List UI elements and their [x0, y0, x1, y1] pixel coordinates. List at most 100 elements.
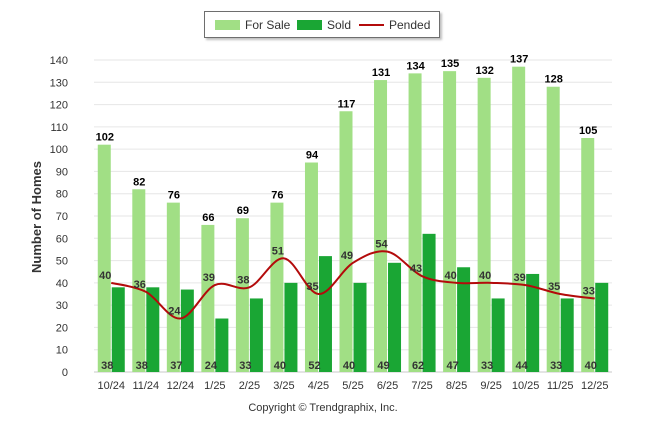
y-tick-label: 50 — [56, 256, 68, 268]
x-tick-label: 10/24 — [98, 380, 126, 392]
x-tick-label: 7/25 — [411, 380, 432, 392]
data-label-for-sale: 82 — [133, 176, 145, 188]
data-label-pended: 39 — [514, 272, 526, 284]
x-tick-label: 8/25 — [446, 380, 467, 392]
x-tick-label: 9/25 — [480, 380, 501, 392]
gridlines — [94, 59, 612, 373]
bar-sold — [388, 262, 402, 372]
data-label-for-sale: 134 — [406, 60, 425, 72]
bar-for-sale — [477, 77, 491, 372]
x-tick-label: 11/25 — [547, 380, 574, 392]
y-tick-label: 80 — [56, 189, 68, 201]
x-tick-label: 6/25 — [377, 380, 398, 392]
data-label-sold: 47 — [446, 360, 458, 372]
y-tick-label: 140 — [50, 55, 68, 67]
bar-for-sale — [443, 71, 457, 373]
legend-item-for-sale[interactable]: For Sale — [215, 18, 290, 32]
data-label-for-sale: 135 — [441, 58, 459, 70]
data-label-sold: 38 — [101, 360, 113, 372]
y-tick-label: 30 — [56, 300, 68, 312]
y-tick-label: 10 — [56, 345, 68, 357]
bar-for-sale — [132, 189, 146, 372]
data-label-for-sale: 131 — [372, 67, 390, 79]
x-tick-label: 12/25 — [581, 380, 609, 392]
bar-sold — [215, 318, 229, 372]
data-label-pended: 33 — [583, 285, 595, 297]
data-label-for-sale: 137 — [510, 54, 528, 66]
y-tick-label: 70 — [56, 211, 68, 223]
data-label-for-sale: 76 — [168, 190, 180, 202]
data-label-pended: 40 — [99, 270, 111, 282]
data-label-pended: 38 — [237, 274, 249, 286]
bar-for-sale — [235, 218, 249, 372]
legend-item-pended[interactable]: Pended — [359, 18, 430, 32]
data-label-for-sale: 117 — [338, 98, 356, 110]
bar-for-sale — [546, 86, 560, 372]
bar-sold — [353, 282, 367, 372]
bar-sold — [595, 282, 609, 372]
data-label-pended: 40 — [479, 270, 491, 282]
y-tick-label: 0 — [62, 367, 68, 379]
legend-label-pended: Pended — [389, 18, 431, 32]
data-label-sold: 33 — [239, 360, 251, 372]
x-tick-label: 10/25 — [512, 380, 540, 392]
bar-sold — [318, 256, 332, 372]
data-label-for-sale: 132 — [475, 65, 493, 77]
x-tick-label: 4/25 — [308, 380, 329, 392]
bar-sold — [491, 298, 505, 372]
y-axis-label: Number of Homes — [29, 161, 44, 273]
data-label-sold: 44 — [516, 360, 529, 372]
pended-line-icon — [359, 24, 384, 26]
legend: For Sale Sold Pended — [204, 11, 440, 38]
data-labels: 102 38 82 38 76 37 66 24 69 33 76 40 94 52 117 40 131 49 1… — [96, 54, 598, 372]
data-label-for-sale: 76 — [271, 190, 283, 202]
legend-item-sold[interactable]: Sold — [297, 18, 351, 32]
for-sale-swatch-icon — [215, 20, 240, 30]
bar-for-sale — [339, 111, 353, 372]
data-label-for-sale: 66 — [202, 212, 214, 224]
bar-for-sale — [408, 73, 422, 372]
data-label-for-sale: 69 — [237, 205, 249, 217]
data-label-for-sale: 128 — [545, 74, 563, 86]
x-tick-label: 3/25 — [273, 380, 294, 392]
bar-for-sale — [304, 162, 318, 372]
bar-sold — [422, 233, 436, 372]
bar-for-sale — [512, 66, 526, 372]
data-label-sold: 40 — [343, 360, 355, 372]
bars — [97, 66, 609, 373]
data-label-for-sale: 105 — [579, 125, 597, 137]
data-label-sold: 33 — [550, 360, 562, 372]
bar-sold — [560, 298, 574, 372]
copyright-footer: Copyright © Trendgraphix, Inc. — [248, 402, 398, 414]
data-label-for-sale: 102 — [96, 132, 114, 144]
data-label-sold: 52 — [308, 360, 320, 372]
bar-sold — [526, 273, 540, 372]
bar-sold — [457, 267, 471, 372]
data-label-sold: 38 — [136, 360, 148, 372]
bar-sold — [111, 287, 125, 372]
data-label-pended: 35 — [548, 281, 560, 293]
data-label-sold: 37 — [170, 360, 182, 372]
y-tick-label: 60 — [56, 233, 68, 245]
x-tick-label: 11/24 — [132, 380, 159, 392]
data-label-sold: 40 — [585, 360, 597, 372]
data-label-pended: 39 — [203, 272, 215, 284]
data-label-for-sale: 94 — [306, 150, 319, 162]
bar-sold — [180, 289, 194, 372]
y-axis-ticks: 0 10 20 30 40 50 60 70 80 90 100 110 120 130 140 — [50, 55, 68, 379]
data-label-sold: 62 — [412, 360, 424, 372]
y-tick-label: 110 — [50, 122, 68, 134]
pended-line-group — [111, 250, 595, 320]
data-label-pended: 54 — [375, 239, 388, 251]
bar-sold — [284, 282, 298, 372]
bar-for-sale — [374, 80, 388, 373]
y-tick-label: 90 — [56, 166, 68, 178]
bar-sold — [146, 287, 160, 372]
bar-for-sale — [97, 144, 111, 372]
data-label-pended: 49 — [341, 250, 353, 262]
data-label-pended: 35 — [306, 281, 318, 293]
data-label-sold: 49 — [377, 360, 389, 372]
y-tick-label: 130 — [50, 77, 68, 89]
